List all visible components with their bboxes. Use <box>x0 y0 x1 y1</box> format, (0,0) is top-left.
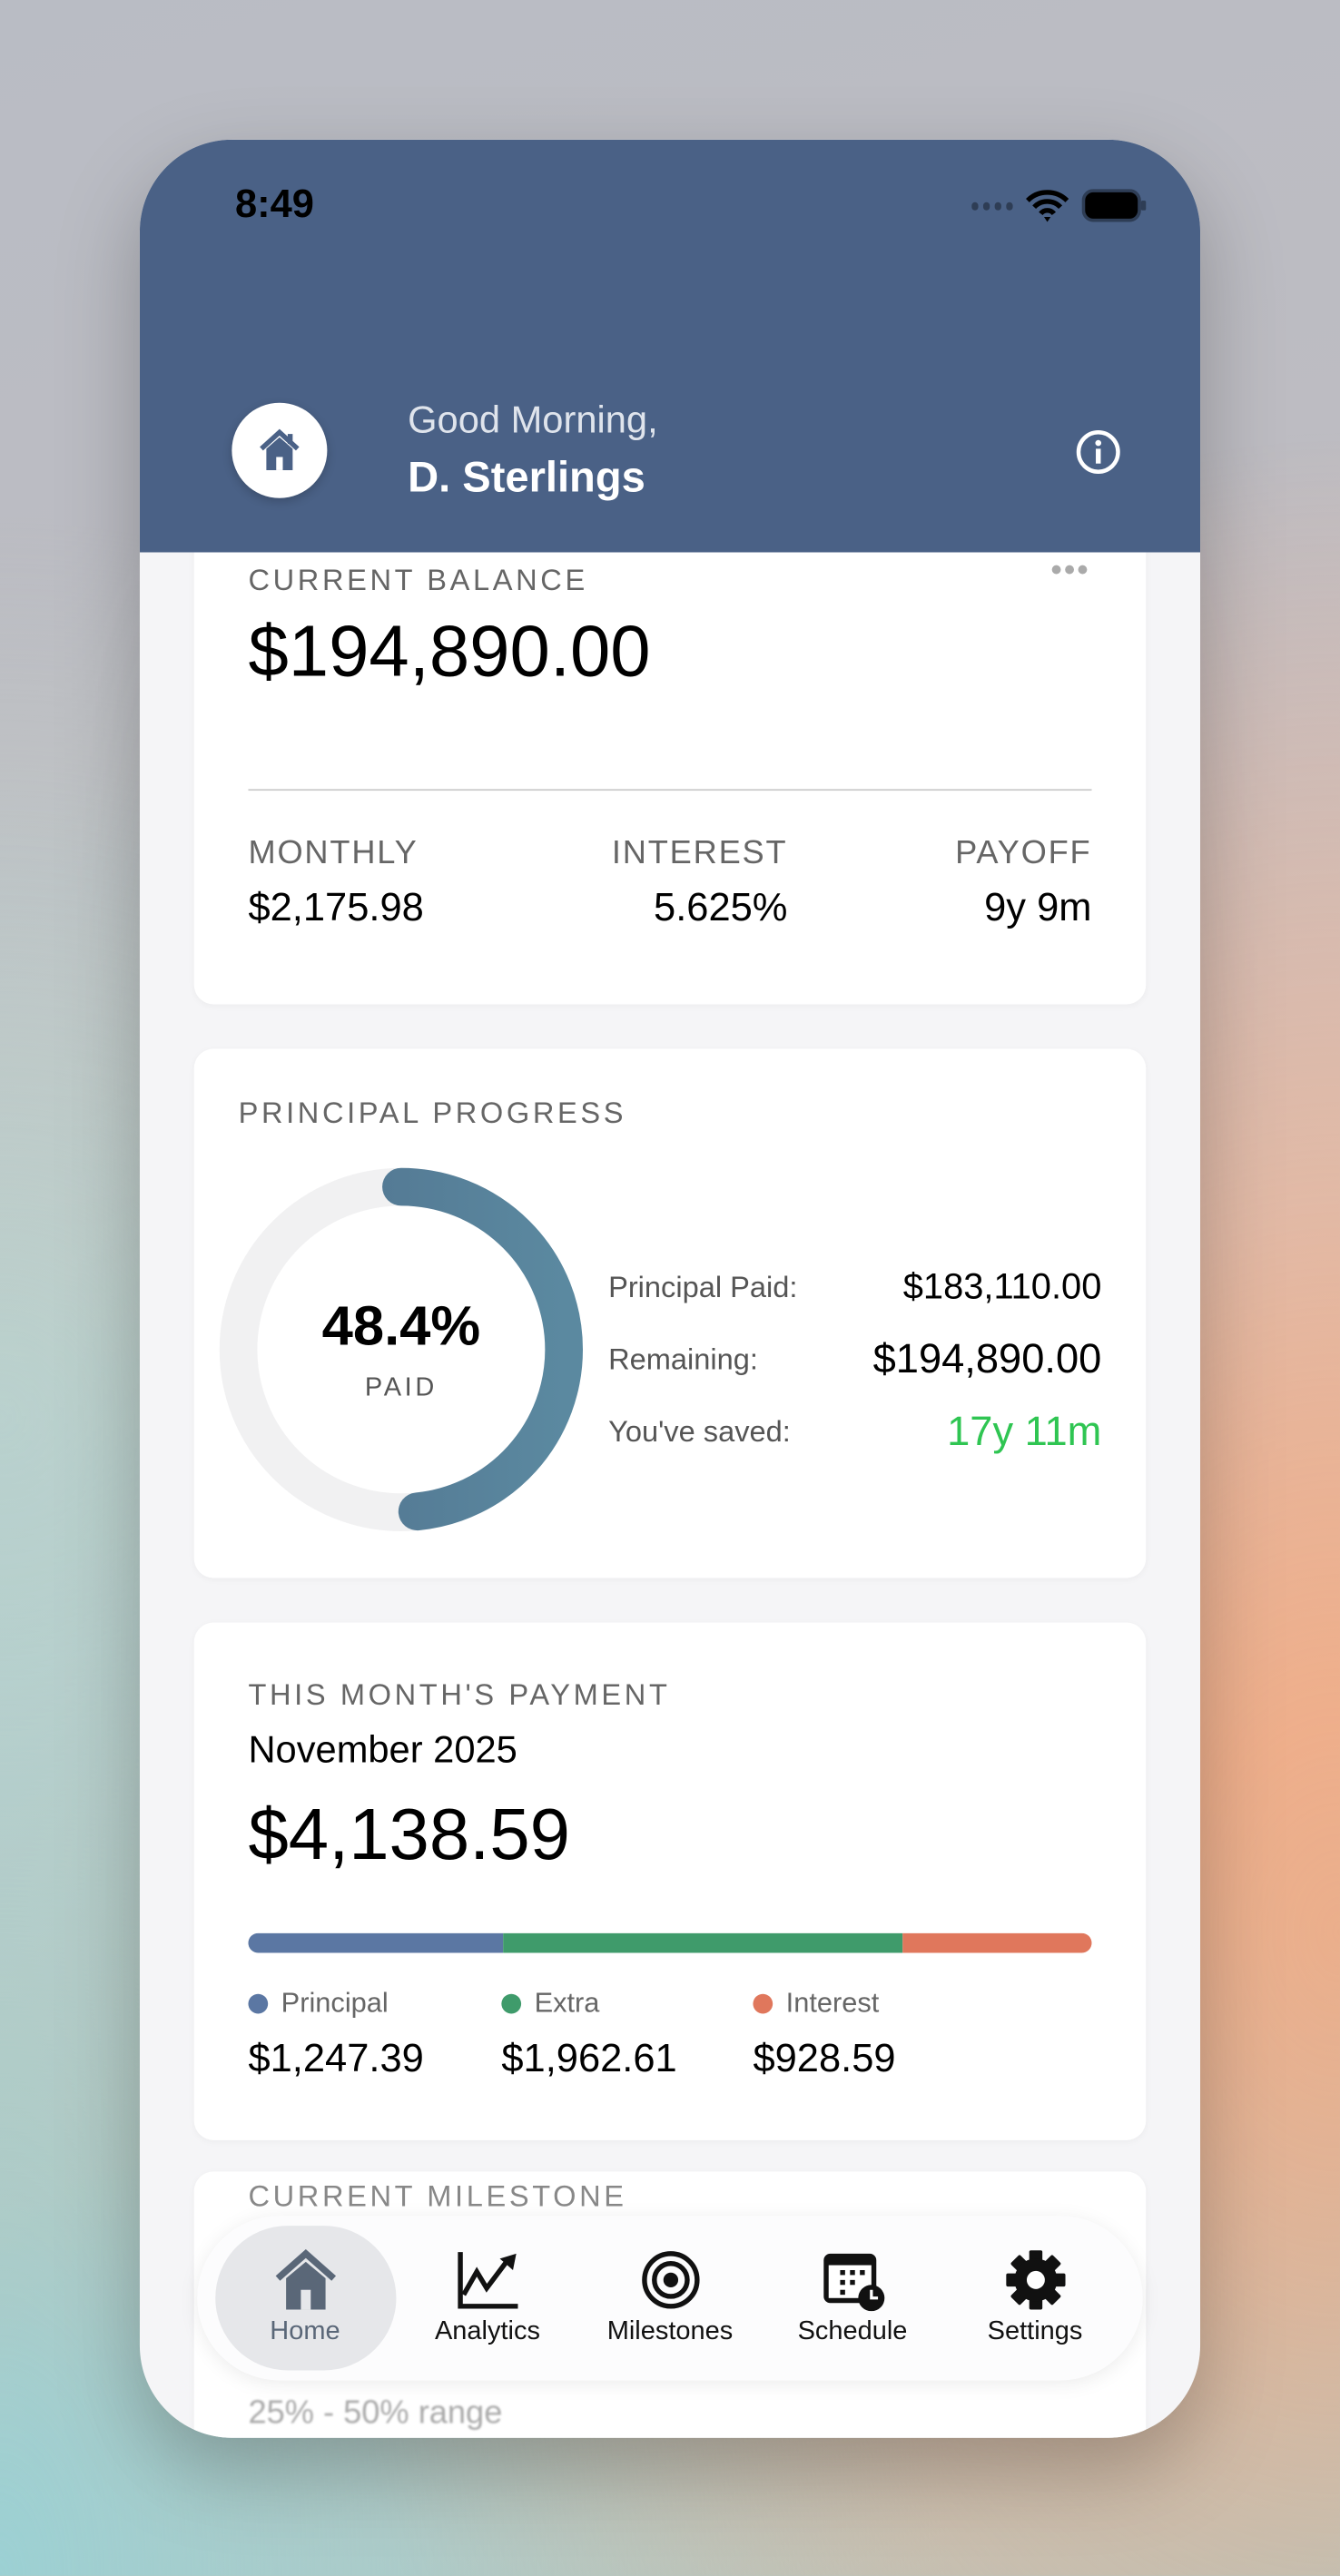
gear-icon <box>1005 2250 1065 2310</box>
battery-icon <box>1081 189 1147 222</box>
calendar-clock-icon <box>823 2253 884 2312</box>
bar-segment-interest <box>902 1932 1092 1953</box>
tab-label: Schedule <box>797 2317 908 2346</box>
dot-icon <box>248 1993 269 2014</box>
row-label: You've saved: <box>608 1414 791 1448</box>
target-icon <box>641 2251 699 2309</box>
wifi-icon <box>1026 190 1069 222</box>
tab-analytics[interactable]: Analytics <box>397 2226 577 2370</box>
legend-extra: Extra $1,962.61 <box>501 1987 677 2082</box>
greeting: Good Morning, <box>408 398 658 441</box>
chart-line-icon <box>457 2252 517 2309</box>
payment-title: THIS MONTH'S PAYMENT <box>248 1678 671 1712</box>
stat-value: 5.625% <box>654 886 788 931</box>
tab-label: Home <box>270 2317 340 2346</box>
dot-icon <box>501 1993 522 2014</box>
legend-value: $1,962.61 <box>501 2036 677 2081</box>
row-saved: You've saved: 17y 11m <box>608 1396 1101 1469</box>
progress-title: PRINCIPAL PROGRESS <box>238 1096 627 1130</box>
status-time: 8:49 <box>234 182 314 227</box>
dot-icon <box>753 1993 773 2014</box>
user-name: D. Sterlings <box>408 452 645 502</box>
percent-label: 48.4% <box>321 1295 481 1358</box>
balance-title: CURRENT BALANCE <box>248 564 588 597</box>
balance-amount: $194,890.00 <box>248 611 651 693</box>
payment-breakdown-bar <box>248 1932 1092 1953</box>
payment-month: November 2025 <box>248 1727 517 1771</box>
legend-label: Principal <box>281 1987 389 2019</box>
legend-value: $928.59 <box>753 2036 896 2081</box>
stat-interest: INTEREST 5.625% <box>606 834 788 932</box>
payment-amount: $4,138.59 <box>248 1794 570 1876</box>
tab-settings[interactable]: Settings <box>944 2226 1125 2370</box>
row-value: $194,890.00 <box>872 1335 1102 1382</box>
row-remaining: Remaining: $194,890.00 <box>608 1323 1101 1396</box>
house-icon <box>260 428 300 470</box>
stat-value: 9y 9m <box>984 886 1092 931</box>
legend-label: Interest <box>785 1987 880 2019</box>
tab-bar: Home Analytics Milestones Schedule Setti… <box>197 2216 1143 2381</box>
payment-card: THIS MONTH'S PAYMENT November 2025 $4,13… <box>193 1622 1147 2140</box>
row-value: $183,110.00 <box>902 1265 1102 1307</box>
divider <box>248 789 1092 791</box>
bar-segment-extra <box>502 1932 903 1953</box>
stat-value: $2,175.98 <box>248 886 424 931</box>
signal-icon <box>971 201 1013 210</box>
tab-home[interactable]: Home <box>214 2226 396 2371</box>
legend-interest: Interest $928.59 <box>753 1987 896 2082</box>
header: 8:49 Good Morning, D. Sterlings <box>139 139 1201 553</box>
row-principal-paid: Principal Paid: $183,110.00 <box>608 1251 1101 1323</box>
tab-label: Settings <box>987 2317 1083 2346</box>
stat-monthly: MONTHLY $2,175.98 <box>248 835 423 932</box>
milestone-range: 25% - 50% range <box>248 2394 503 2432</box>
balance-card: CURRENT BALANCE ••• $194,890.00 MONTHLY $… <box>193 519 1147 1005</box>
tab-schedule[interactable]: Schedule <box>762 2226 942 2370</box>
bar-segment-principal <box>248 1932 503 1953</box>
principal-progress-card: PRINCIPAL PROGRESS 48.4% PAID Principal … <box>193 1048 1147 1578</box>
progress-donut <box>219 1167 583 1531</box>
stat-label: INTEREST <box>611 834 788 871</box>
more-icon[interactable]: ••• <box>1050 552 1090 589</box>
tab-milestones[interactable]: Milestones <box>579 2226 760 2370</box>
stat-payoff: PAYOFF 9y 9m <box>955 835 1091 932</box>
phone-screen: 8:49 Good Morning, D. Sterlings CURRENT … <box>139 139 1201 2438</box>
milestone-title: CURRENT MILESTONE <box>248 2179 627 2213</box>
stat-label: MONTHLY <box>248 834 419 871</box>
tab-label: Milestones <box>606 2317 734 2346</box>
stat-label: PAYOFF <box>955 834 1092 871</box>
donut-progress-arc <box>219 1167 583 1531</box>
legend-value: $1,247.39 <box>248 2036 424 2081</box>
row-label: Principal Paid: <box>608 1269 798 1303</box>
row-label: Remaining: <box>608 1342 758 1375</box>
legend-label: Extra <box>534 1987 600 2019</box>
home-avatar[interactable] <box>232 402 328 498</box>
legend-principal: Principal $1,247.39 <box>248 1987 424 2082</box>
info-icon[interactable] <box>1075 429 1121 476</box>
tab-label: Analytics <box>434 2317 540 2346</box>
paid-label: PAID <box>364 1373 438 1402</box>
row-value: 17y 11m <box>947 1408 1102 1454</box>
status-icons <box>971 189 1148 222</box>
progress-rows: Principal Paid: $183,110.00 Remaining: $19… <box>608 1251 1101 1468</box>
house-icon <box>274 2249 336 2310</box>
